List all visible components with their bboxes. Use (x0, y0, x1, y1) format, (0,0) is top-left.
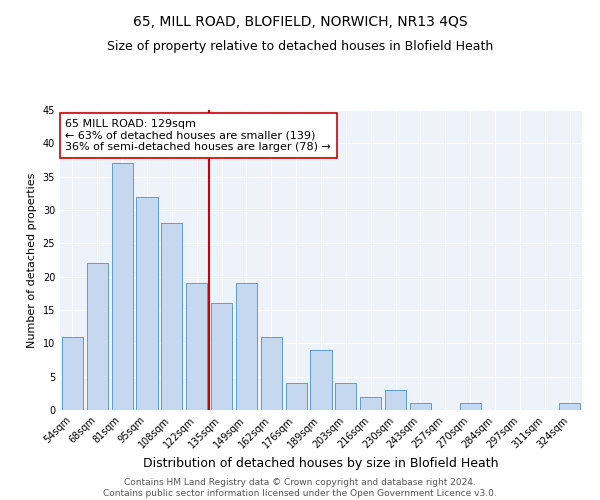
Text: 65 MILL ROAD: 129sqm
← 63% of detached houses are smaller (139)
36% of semi-deta: 65 MILL ROAD: 129sqm ← 63% of detached h… (65, 119, 331, 152)
Text: 65, MILL ROAD, BLOFIELD, NORWICH, NR13 4QS: 65, MILL ROAD, BLOFIELD, NORWICH, NR13 4… (133, 15, 467, 29)
Bar (87, 264, 108, 410)
X-axis label: Distribution of detached houses by size in Blofield Heath: Distribution of detached houses by size … (143, 457, 499, 470)
Bar (335, 384, 356, 410)
Bar (559, 404, 580, 410)
Bar (310, 350, 332, 410)
Bar (385, 390, 406, 410)
Bar (161, 224, 182, 410)
Bar (62, 336, 83, 410)
Bar (112, 164, 133, 410)
Bar (211, 304, 232, 410)
Bar (410, 404, 431, 410)
Text: Size of property relative to detached houses in Blofield Heath: Size of property relative to detached ho… (107, 40, 493, 53)
Bar (136, 196, 158, 410)
Y-axis label: Number of detached properties: Number of detached properties (27, 172, 37, 348)
Bar (261, 336, 282, 410)
Bar (360, 396, 381, 410)
Bar (236, 284, 257, 410)
Text: Contains HM Land Registry data © Crown copyright and database right 2024.
Contai: Contains HM Land Registry data © Crown c… (103, 478, 497, 498)
Bar (460, 404, 481, 410)
Bar (286, 384, 307, 410)
Bar (186, 284, 207, 410)
